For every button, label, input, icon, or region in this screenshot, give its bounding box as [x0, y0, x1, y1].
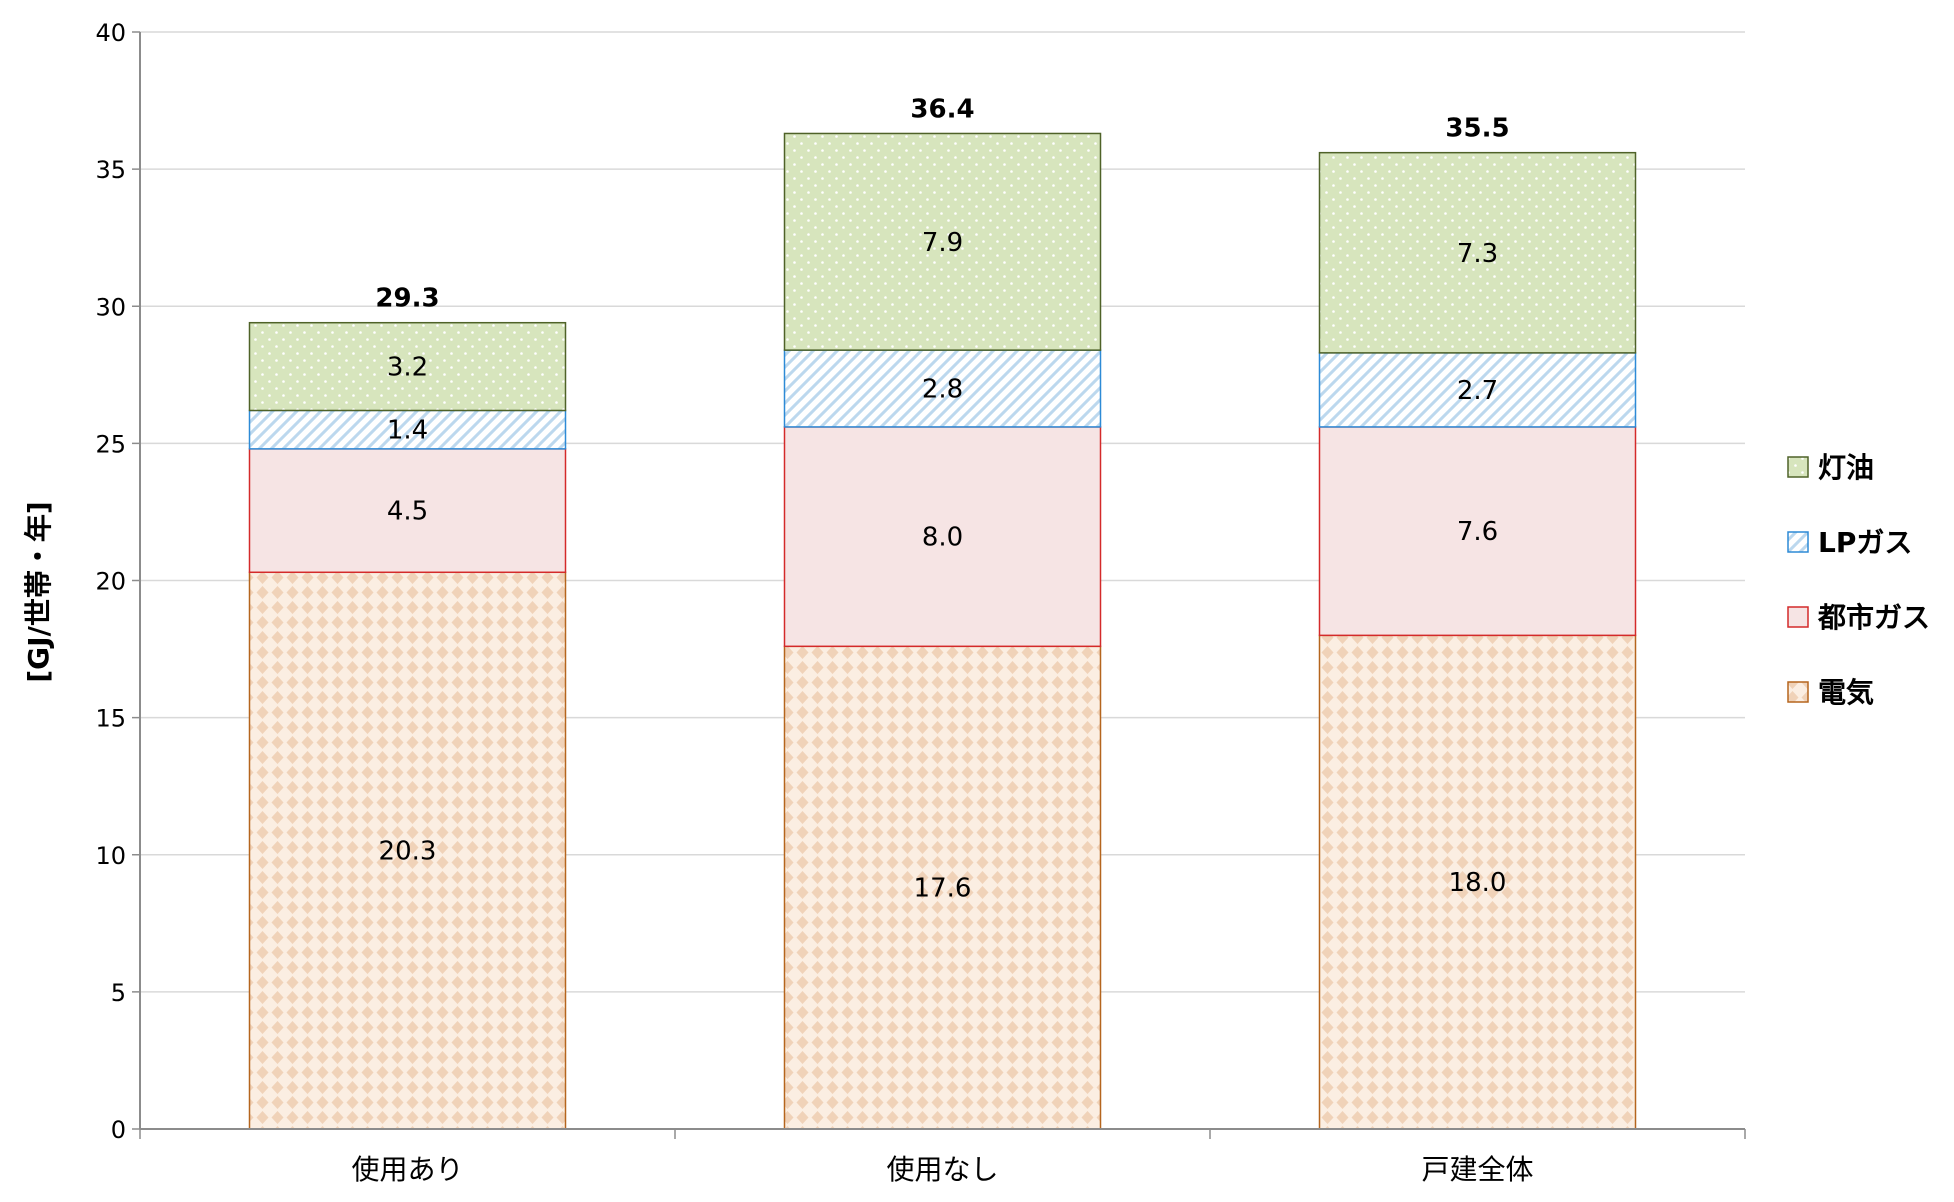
- bar-segment-lp-gas: [248, 409, 567, 450]
- legend-swatch-electricity: [1787, 681, 1809, 703]
- data-label-electricity: 17.6: [914, 874, 972, 904]
- data-label-city-gas: 7.6: [1457, 517, 1498, 547]
- bar-segment-lp-gas: [1318, 352, 1637, 428]
- data-labels: 20.3 4.5 1.4 3.2 29.3 使用あり 17.6 8.0 2.8 7.9 36.4 使用…: [351, 94, 1533, 1186]
- y-tick-label: 15: [95, 705, 126, 733]
- bar-segment-kerosene: [783, 132, 1102, 351]
- legend-swatch-kerosene: [1787, 456, 1809, 478]
- y-tick-label: 0: [111, 1116, 126, 1144]
- y-tick-label: 30: [95, 293, 126, 321]
- total-label: 29.3: [375, 284, 439, 314]
- bars: [248, 132, 1637, 1130]
- data-label-lp-gas: 1.4: [387, 416, 428, 446]
- data-label-kerosene: 3.2: [387, 353, 428, 383]
- bar-segment-kerosene: [1318, 151, 1637, 354]
- data-label-electricity: 20.3: [379, 837, 437, 867]
- y-tick-label: 25: [95, 430, 126, 458]
- x-category-label: 使用なし: [886, 1153, 998, 1186]
- y-tick-label: 20: [95, 568, 126, 596]
- legend-swatch-lp-gas: [1787, 531, 1809, 553]
- bar-segment-electricity: [248, 571, 567, 1130]
- legend-label-lp-gas: LPガス: [1818, 526, 1912, 559]
- y-tick-label: 40: [95, 19, 126, 47]
- data-label-kerosene: 7.3: [1457, 239, 1498, 269]
- x-category-label: 使用あり: [351, 1153, 463, 1186]
- data-label-kerosene: 7.9: [922, 228, 963, 258]
- y-axis-title: [GJ/世帯・年]: [22, 501, 55, 682]
- y-tick-label: 35: [95, 156, 126, 184]
- bar-segment-kerosene: [248, 321, 567, 412]
- bar-segment-city-gas: [783, 426, 1102, 648]
- data-label-lp-gas: 2.7: [1457, 376, 1498, 406]
- data-label-electricity: 18.0: [1449, 868, 1507, 898]
- legend-label-electricity: 電気: [1818, 676, 1874, 709]
- data-label-lp-gas: 2.8: [922, 375, 963, 405]
- legend-swatch-city-gas: [1787, 606, 1809, 628]
- total-label: 36.4: [910, 94, 974, 124]
- total-label: 35.5: [1445, 114, 1509, 144]
- y-tick-label: 10: [95, 842, 126, 870]
- bar-segment-city-gas: [248, 448, 567, 574]
- axes: 0 5 10 15 20 25 30 35 40: [95, 19, 1746, 1144]
- data-label-city-gas: 8.0: [922, 523, 963, 553]
- legend-label-city-gas: 都市ガス: [1817, 601, 1930, 634]
- data-label-city-gas: 4.5: [387, 497, 428, 527]
- bar-segment-electricity: [783, 645, 1102, 1130]
- x-category-label: 戸建全体: [1421, 1153, 1533, 1186]
- y-tick-label: 5: [111, 979, 126, 1007]
- bar-segment-city-gas: [1318, 426, 1637, 637]
- legend-label-kerosene: 灯油: [1818, 451, 1874, 484]
